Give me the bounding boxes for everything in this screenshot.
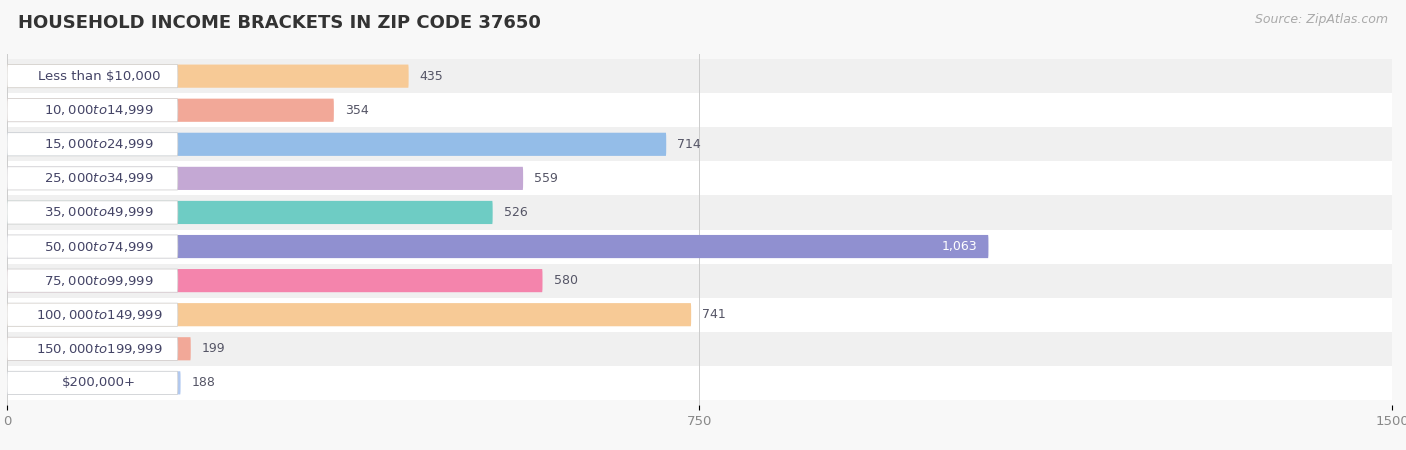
FancyBboxPatch shape [7, 332, 1392, 366]
FancyBboxPatch shape [7, 303, 177, 326]
FancyBboxPatch shape [7, 133, 177, 156]
FancyBboxPatch shape [7, 93, 1392, 127]
Text: $10,000 to $14,999: $10,000 to $14,999 [45, 103, 155, 117]
Text: Source: ZipAtlas.com: Source: ZipAtlas.com [1254, 14, 1388, 27]
FancyBboxPatch shape [7, 162, 1392, 195]
Text: 714: 714 [678, 138, 702, 151]
Text: 199: 199 [202, 342, 225, 355]
Text: 188: 188 [191, 376, 215, 389]
FancyBboxPatch shape [7, 201, 492, 224]
Text: 580: 580 [554, 274, 578, 287]
FancyBboxPatch shape [7, 303, 692, 326]
Text: $35,000 to $49,999: $35,000 to $49,999 [45, 206, 155, 220]
FancyBboxPatch shape [7, 371, 180, 395]
FancyBboxPatch shape [7, 371, 177, 395]
FancyBboxPatch shape [7, 64, 177, 88]
Text: $25,000 to $34,999: $25,000 to $34,999 [45, 171, 155, 185]
Text: 526: 526 [503, 206, 527, 219]
Text: $200,000+: $200,000+ [62, 376, 136, 389]
Text: $100,000 to $149,999: $100,000 to $149,999 [37, 308, 163, 322]
FancyBboxPatch shape [7, 133, 666, 156]
Text: HOUSEHOLD INCOME BRACKETS IN ZIP CODE 37650: HOUSEHOLD INCOME BRACKETS IN ZIP CODE 37… [18, 14, 541, 32]
Text: $75,000 to $99,999: $75,000 to $99,999 [45, 274, 155, 288]
Text: 354: 354 [344, 104, 368, 117]
FancyBboxPatch shape [7, 269, 543, 292]
FancyBboxPatch shape [7, 99, 177, 122]
Text: 559: 559 [534, 172, 558, 185]
FancyBboxPatch shape [7, 59, 1392, 93]
FancyBboxPatch shape [7, 99, 333, 122]
Text: 435: 435 [420, 70, 443, 83]
FancyBboxPatch shape [7, 201, 177, 224]
FancyBboxPatch shape [7, 167, 177, 190]
FancyBboxPatch shape [7, 337, 191, 360]
FancyBboxPatch shape [7, 195, 1392, 230]
FancyBboxPatch shape [7, 127, 1392, 162]
FancyBboxPatch shape [7, 297, 1392, 332]
FancyBboxPatch shape [7, 366, 1392, 400]
Text: 1,063: 1,063 [942, 240, 977, 253]
FancyBboxPatch shape [7, 167, 523, 190]
FancyBboxPatch shape [7, 337, 177, 360]
Text: Less than $10,000: Less than $10,000 [38, 70, 160, 83]
Text: 741: 741 [702, 308, 725, 321]
Text: $150,000 to $199,999: $150,000 to $199,999 [37, 342, 163, 356]
FancyBboxPatch shape [7, 64, 409, 88]
FancyBboxPatch shape [7, 269, 177, 292]
FancyBboxPatch shape [7, 264, 1392, 297]
Text: $50,000 to $74,999: $50,000 to $74,999 [45, 239, 155, 253]
FancyBboxPatch shape [7, 235, 988, 258]
FancyBboxPatch shape [7, 230, 1392, 264]
FancyBboxPatch shape [7, 235, 177, 258]
Text: $15,000 to $24,999: $15,000 to $24,999 [45, 137, 155, 151]
